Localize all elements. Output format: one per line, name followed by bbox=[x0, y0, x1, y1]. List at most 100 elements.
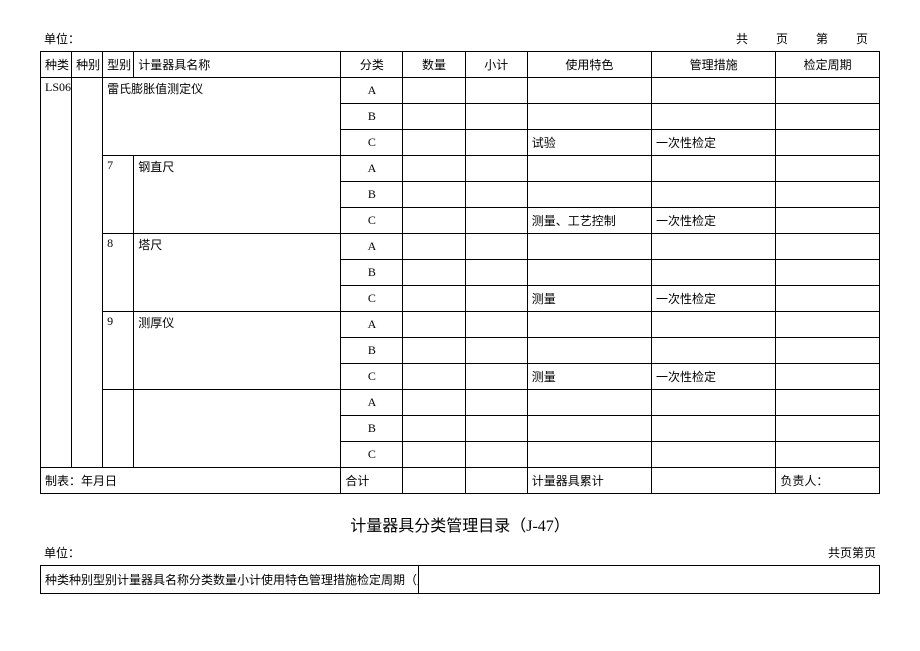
use-cell bbox=[527, 338, 651, 364]
mgmt-cell bbox=[652, 104, 776, 130]
col-header: 使用特色 bbox=[527, 52, 651, 78]
qty-cell bbox=[403, 234, 465, 260]
cycle-cell bbox=[776, 364, 880, 390]
subtotal-cell bbox=[465, 78, 527, 104]
qty-cell bbox=[403, 104, 465, 130]
subtotal-cell bbox=[465, 442, 527, 468]
mgmt-cell: 一次性检定 bbox=[652, 286, 776, 312]
use-cell bbox=[527, 390, 651, 416]
use-cell bbox=[527, 416, 651, 442]
col-header: 数量 bbox=[403, 52, 465, 78]
type-num: 8 bbox=[103, 234, 134, 312]
subtotal-cell bbox=[465, 338, 527, 364]
class-cell: A bbox=[341, 234, 403, 260]
use-cell: 试验 bbox=[527, 130, 651, 156]
mgmt-cell bbox=[652, 78, 776, 104]
instrument-name: 塔尺 bbox=[134, 234, 341, 312]
qty-cell bbox=[403, 364, 465, 390]
footer-resp: 负责人： bbox=[776, 468, 880, 494]
qty-cell bbox=[403, 156, 465, 182]
footer-blank bbox=[465, 468, 527, 494]
use-cell bbox=[527, 234, 651, 260]
footer-accum: 计量器具累计 bbox=[527, 468, 651, 494]
use-cell bbox=[527, 312, 651, 338]
col-header: 分类 bbox=[341, 52, 403, 78]
use-cell bbox=[527, 156, 651, 182]
subtotal-cell bbox=[465, 156, 527, 182]
subtotal-cell bbox=[465, 260, 527, 286]
use-cell bbox=[527, 104, 651, 130]
use-cell bbox=[527, 260, 651, 286]
class-cell: A bbox=[341, 78, 403, 104]
subtotal-cell bbox=[465, 234, 527, 260]
mgmt-cell bbox=[652, 182, 776, 208]
section2-title: 计量器具分类管理目录（J-47） bbox=[40, 512, 880, 536]
use-cell: 测量 bbox=[527, 286, 651, 312]
type-num: 7 bbox=[103, 156, 134, 234]
cycle-cell bbox=[776, 442, 880, 468]
cycle-cell bbox=[776, 156, 880, 182]
type-num bbox=[103, 390, 134, 468]
footer-blank bbox=[403, 468, 465, 494]
qty-cell bbox=[403, 208, 465, 234]
class-cell: C bbox=[341, 130, 403, 156]
instrument-name: 测厚仪 bbox=[134, 312, 341, 390]
qty-cell bbox=[403, 312, 465, 338]
cycle-cell bbox=[776, 234, 880, 260]
mgmt-cell bbox=[652, 312, 776, 338]
subtotal-cell bbox=[465, 104, 527, 130]
qty-cell bbox=[403, 182, 465, 208]
instrument-name bbox=[134, 390, 341, 468]
header-line-2: 单位： 共页第页 bbox=[40, 544, 880, 561]
subtotal-cell bbox=[465, 286, 527, 312]
page-label-2: 共页第页 bbox=[828, 544, 876, 561]
mgmt-cell: 一次性检定 bbox=[652, 130, 776, 156]
use-cell bbox=[527, 78, 651, 104]
footer-blank bbox=[652, 468, 776, 494]
use-cell: 测量 bbox=[527, 364, 651, 390]
subtotal-cell bbox=[465, 364, 527, 390]
class-cell: C bbox=[341, 208, 403, 234]
cycle-cell bbox=[776, 416, 880, 442]
table2-empty-cell bbox=[418, 566, 879, 594]
footer-total: 合计 bbox=[341, 468, 403, 494]
cycle-cell bbox=[776, 78, 880, 104]
instrument-name: 钢直尺 bbox=[134, 156, 341, 234]
subtotal-cell bbox=[465, 312, 527, 338]
class-cell: C bbox=[341, 442, 403, 468]
qty-cell bbox=[403, 260, 465, 286]
col-header: 种别 bbox=[72, 52, 103, 78]
header-line: 单位： 共 页 第 页 bbox=[40, 30, 880, 47]
cycle-cell bbox=[776, 130, 880, 156]
cycle-cell bbox=[776, 390, 880, 416]
col-header: 检定周期 bbox=[776, 52, 880, 78]
mgmt-cell bbox=[652, 156, 776, 182]
col-header: 小计 bbox=[465, 52, 527, 78]
mgmt-cell bbox=[652, 338, 776, 364]
unit-label-2: 单位： bbox=[44, 544, 80, 561]
qty-cell bbox=[403, 416, 465, 442]
footer-left: 制表：年月日 bbox=[41, 468, 341, 494]
unit-label: 单位： bbox=[44, 30, 80, 47]
table2: 种类种别型别计量器具名称分类数量小计使用特色管理措施检定周期（月） bbox=[40, 565, 880, 594]
main-table: 种类种别型别计量器具名称分类数量小计使用特色管理措施检定周期LS06雷氏膨胀值测… bbox=[40, 51, 880, 494]
col-header: 计量器具名称 bbox=[134, 52, 341, 78]
table2-header-cell: 种类种别型别计量器具名称分类数量小计使用特色管理措施检定周期（月） bbox=[41, 566, 419, 594]
subtotal-cell bbox=[465, 182, 527, 208]
cycle-cell bbox=[776, 104, 880, 130]
mgmt-cell bbox=[652, 416, 776, 442]
col-header: 管理措施 bbox=[652, 52, 776, 78]
class-cell: A bbox=[341, 156, 403, 182]
use-cell bbox=[527, 182, 651, 208]
cycle-cell bbox=[776, 208, 880, 234]
class-cell: B bbox=[341, 182, 403, 208]
qty-cell bbox=[403, 390, 465, 416]
qty-cell bbox=[403, 338, 465, 364]
subtotal-cell bbox=[465, 416, 527, 442]
cycle-cell bbox=[776, 338, 880, 364]
col-header: 种类 bbox=[41, 52, 72, 78]
class-cell: A bbox=[341, 312, 403, 338]
use-cell bbox=[527, 442, 651, 468]
cycle-cell bbox=[776, 182, 880, 208]
col-header: 型别 bbox=[103, 52, 134, 78]
